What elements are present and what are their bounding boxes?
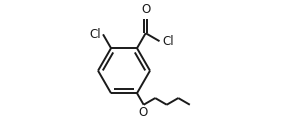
Text: Cl: Cl xyxy=(89,28,101,41)
Text: Cl: Cl xyxy=(162,35,173,48)
Text: O: O xyxy=(138,106,147,119)
Text: O: O xyxy=(141,3,150,16)
